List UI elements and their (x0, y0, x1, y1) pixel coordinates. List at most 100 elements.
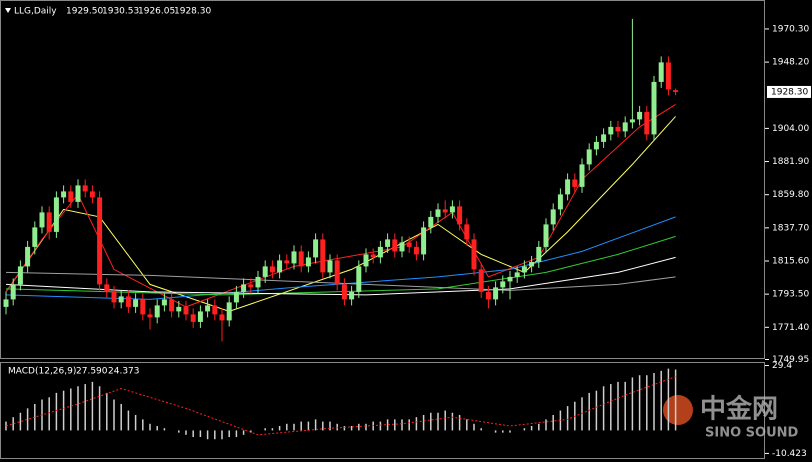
candle-body (104, 284, 110, 292)
y-tick-label: 1948.20 (772, 58, 809, 68)
header-low: 1926.05 (138, 7, 175, 17)
y-tick-label: 1881.90 (772, 157, 809, 167)
candle-body (550, 209, 556, 225)
candle-body (133, 299, 139, 307)
y-tick-label: 1771.40 (772, 323, 809, 333)
candle-body (370, 254, 376, 258)
symbol-marker (5, 8, 11, 13)
candle-body (485, 291, 491, 300)
candle-body (17, 266, 23, 285)
candle-body (478, 269, 484, 292)
candle-body (169, 299, 175, 312)
macd-tick-label: -10.423 (772, 449, 807, 459)
moving-average (5, 271, 676, 291)
candle-body (233, 291, 239, 303)
candle-body (377, 246, 383, 258)
candle-body (507, 276, 513, 282)
candle-body (421, 227, 427, 255)
candle-body (313, 239, 319, 258)
candle-body (665, 62, 671, 90)
candle-body (442, 209, 448, 213)
candle-body (586, 149, 592, 165)
candle-body (284, 260, 290, 264)
candle-body (392, 239, 398, 252)
candle-body (277, 260, 283, 273)
candle-body (363, 254, 369, 267)
candle-body (608, 126, 614, 135)
y-tick-label: 1904.00 (772, 124, 809, 134)
candle-body (32, 227, 38, 247)
candle-body (565, 179, 571, 195)
candle-body (219, 314, 225, 321)
candle-body (673, 90, 679, 92)
candle-body (53, 197, 59, 232)
candle-body (305, 257, 311, 267)
candle-body (658, 62, 664, 82)
candle-body (118, 296, 124, 303)
candle-body (82, 185, 88, 192)
price-panel-frame (0, 0, 765, 359)
candle-body (615, 126, 621, 132)
candle-body (291, 251, 297, 264)
candle-body (46, 212, 52, 232)
candle-body (435, 209, 441, 217)
candle-body (622, 122, 628, 132)
y-tick-label: 1793.50 (772, 290, 809, 300)
watermark-cn: 中金网 (700, 394, 778, 425)
candle-body (176, 306, 182, 312)
candle-body (471, 239, 477, 270)
candle-body (521, 266, 527, 273)
candle-body (241, 284, 247, 292)
candle-body (457, 206, 463, 225)
candle-body (464, 224, 470, 240)
candle-body (197, 311, 203, 322)
candle-body (61, 191, 67, 198)
candle-body (406, 242, 412, 247)
header-high: 1930.53 (102, 7, 139, 17)
candle-body (651, 81, 657, 135)
candle-body (97, 197, 103, 285)
macd-value: 27.590 (76, 367, 108, 377)
candle-body (320, 239, 326, 273)
y-tick-label: 1749.95 (772, 355, 809, 365)
candle-body (493, 287, 499, 300)
candle-body (75, 185, 81, 202)
candle-body (449, 206, 455, 213)
candle-body (190, 314, 196, 322)
y-tick-label: 1970.30 (772, 24, 809, 34)
candle-body (593, 141, 599, 150)
candle-body (341, 284, 347, 300)
candle-body (385, 239, 391, 247)
moving-average (5, 216, 676, 300)
candle-body (262, 266, 268, 277)
symbol: LLG,Daily (14, 7, 57, 17)
candle-body (111, 291, 117, 303)
candle-body (205, 305, 211, 312)
moving-average (5, 235, 676, 296)
candle-body (39, 212, 45, 228)
candle-body (147, 314, 153, 318)
candle-body (529, 261, 535, 267)
candle-body (89, 191, 95, 198)
candle-body (10, 284, 16, 300)
candle-body (68, 191, 74, 202)
candle-body (327, 260, 333, 273)
candle-body (557, 194, 563, 210)
y-tick-label: 1859.80 (772, 190, 809, 200)
candle-body (255, 276, 261, 288)
candle-body (125, 296, 131, 307)
candle-body (298, 251, 304, 267)
candle-body (161, 299, 167, 306)
candle-body (140, 299, 146, 315)
y-tick-label: 1815.60 (772, 257, 809, 267)
candle-body (601, 134, 607, 142)
moving-average (5, 256, 676, 296)
candle-body (572, 179, 578, 187)
header-close: 1928.30 (174, 7, 211, 17)
last-price-box (767, 85, 811, 98)
watermark-logo (663, 395, 693, 425)
candle-body (644, 111, 650, 135)
candle-body (536, 246, 542, 262)
